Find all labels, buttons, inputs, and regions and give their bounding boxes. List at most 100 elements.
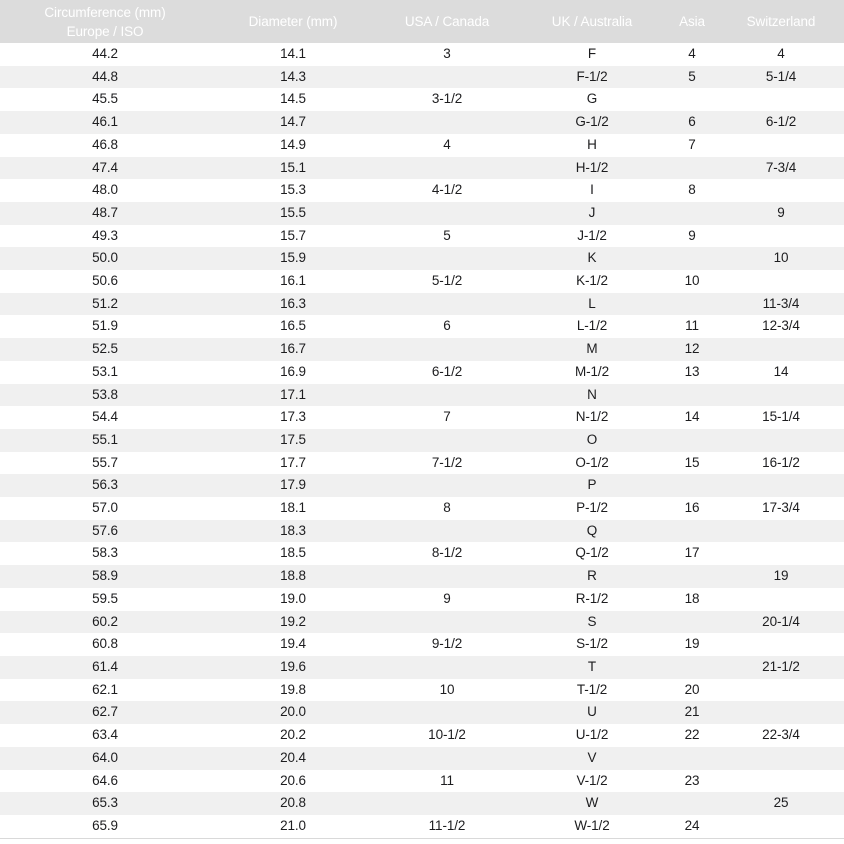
- cell-switzerland: [718, 225, 844, 248]
- cell-asia: 7: [688, 136, 696, 152]
- cell-usa: 4: [443, 136, 451, 152]
- cell-diameter: 14.9: [280, 136, 306, 152]
- table-row: 64.6 20.6 11 V-1/2 23: [0, 769, 844, 793]
- table-row: 64.0 20.4 V: [0, 746, 844, 770]
- table-row: 45.5 14.5 3-1/2 G: [0, 88, 844, 112]
- cell-diameter: 14.7: [280, 114, 306, 130]
- table-row: 65.9 21.0 11-1/2 W-1/2 24: [0, 814, 844, 839]
- cell-uk: W: [585, 795, 599, 811]
- cell-asia: [666, 384, 718, 407]
- cell-usa: 3-1/2: [431, 91, 463, 107]
- cell-circumference: 62.7: [92, 704, 118, 720]
- cell-usa: [376, 202, 518, 225]
- table-row: 46.8 14.9 4 H 7: [0, 133, 844, 157]
- cell-diameter: 16.5: [280, 318, 306, 334]
- table-row: 50.0 15.9 K 10: [0, 247, 844, 271]
- cell-diameter: 20.4: [280, 749, 306, 765]
- cell-switzerland: 11-3/4: [762, 295, 800, 311]
- cell-usa: [376, 157, 518, 180]
- cell-diameter: 14.1: [280, 46, 306, 61]
- cell-uk: V: [587, 749, 597, 765]
- cell-circumference: 55.7: [92, 454, 118, 470]
- cell-circumference: 54.4: [92, 409, 118, 425]
- cell-asia: 22: [684, 727, 700, 743]
- cell-uk: R-1/2: [575, 590, 609, 606]
- cell-uk: P: [587, 477, 597, 493]
- table-row: 57.6 18.3 Q: [0, 519, 844, 543]
- cell-asia: 20: [684, 681, 700, 697]
- cell-switzerland: [718, 520, 844, 543]
- cell-uk: H-1/2: [575, 159, 609, 175]
- table-row: 56.3 17.9 P: [0, 474, 844, 498]
- cell-switzerland: 7-3/4: [765, 159, 797, 175]
- cell-uk: N-1/2: [575, 409, 609, 425]
- cell-asia: 17: [684, 545, 700, 561]
- cell-switzerland: [718, 134, 844, 157]
- cell-diameter: 19.6: [280, 658, 306, 674]
- cell-asia: [666, 88, 718, 111]
- cell-diameter: 17.9: [280, 477, 306, 493]
- cell-diameter: 19.2: [280, 613, 306, 629]
- cell-usa: 9: [443, 590, 451, 606]
- cell-circumference: 50.0: [92, 250, 118, 266]
- cell-uk: L: [588, 295, 596, 311]
- cell-diameter: 16.3: [280, 295, 306, 311]
- cell-uk: K: [587, 250, 597, 266]
- cell-usa: [376, 611, 518, 634]
- cell-usa: 10-1/2: [428, 727, 466, 743]
- cell-uk: F: [587, 46, 597, 61]
- cell-usa: [376, 474, 518, 497]
- table-row: 61.4 19.6 T 21-1/2: [0, 655, 844, 679]
- cell-switzerland: [718, 747, 844, 770]
- table-body: 44.2 14.1 3 F 4 4 44.8 14.3 F-1/2 5 5-1/4 45.5 14.5 3…: [0, 43, 844, 839]
- cell-uk: F-1/2: [576, 68, 608, 84]
- table-header-row: Circumference (mm) Europe / ISO Diameter…: [0, 0, 844, 43]
- cell-circumference: 57.0: [92, 500, 118, 516]
- cell-switzerland: 9: [777, 204, 785, 220]
- cell-uk: T: [587, 658, 597, 674]
- cell-circumference: 64.0: [92, 749, 118, 765]
- cell-usa: 5: [443, 227, 451, 243]
- cell-circumference: 52.5: [92, 341, 118, 357]
- cell-asia: 18: [684, 590, 700, 606]
- cell-uk: S: [587, 613, 597, 629]
- cell-circumference: 48.0: [92, 182, 118, 198]
- cell-asia: [666, 611, 718, 634]
- cell-switzerland: 6-1/2: [765, 114, 797, 130]
- cell-diameter: 16.9: [280, 363, 306, 379]
- cell-circumference: 65.9: [0, 814, 210, 839]
- cell-diameter: 18.3: [280, 522, 306, 538]
- table-row: 60.2 19.2 S 20-1/4: [0, 610, 844, 634]
- cell-switzerland: 19: [773, 568, 789, 584]
- cell-diameter: 14.5: [280, 91, 306, 107]
- cell-circumference: 44.2: [92, 46, 118, 61]
- table-row: 46.1 14.7 G-1/2 6 6-1/2: [0, 111, 844, 134]
- column-header-diameter: Diameter (mm): [248, 14, 338, 29]
- cell-asia: 8: [688, 182, 696, 198]
- cell-uk: I: [590, 182, 594, 198]
- cell-uk: L-1/2: [576, 318, 608, 334]
- cell-circumference: 55.1: [92, 431, 118, 447]
- column-header-circumference: Circumference (mm) Europe / ISO: [44, 4, 166, 39]
- cell-asia: [666, 520, 718, 543]
- cell-usa: 11-1/2: [376, 814, 518, 839]
- cell-switzerland: 17-3/4: [762, 500, 800, 516]
- cell-usa: 7: [443, 409, 451, 425]
- cell-switzerland: 16-1/2: [762, 454, 800, 470]
- cell-usa: 7-1/2: [431, 454, 463, 470]
- cell-uk: S-1/2: [576, 636, 608, 652]
- cell-asia: 14: [684, 409, 700, 425]
- cell-uk: J-1/2: [577, 227, 607, 243]
- cell-usa: [376, 429, 518, 452]
- cell-asia: 11: [685, 318, 699, 334]
- cell-circumference: 51.9: [92, 318, 118, 334]
- column-header-asia: Asia: [679, 14, 705, 29]
- cell-uk: J: [588, 204, 596, 220]
- cell-asia: [666, 157, 718, 180]
- cell-switzerland: 25: [773, 795, 789, 811]
- cell-diameter: 19.4: [280, 636, 306, 652]
- cell-circumference: 65.3: [92, 795, 118, 811]
- cell-usa: 5-1/2: [431, 273, 463, 289]
- cell-circumference: 53.8: [92, 386, 118, 402]
